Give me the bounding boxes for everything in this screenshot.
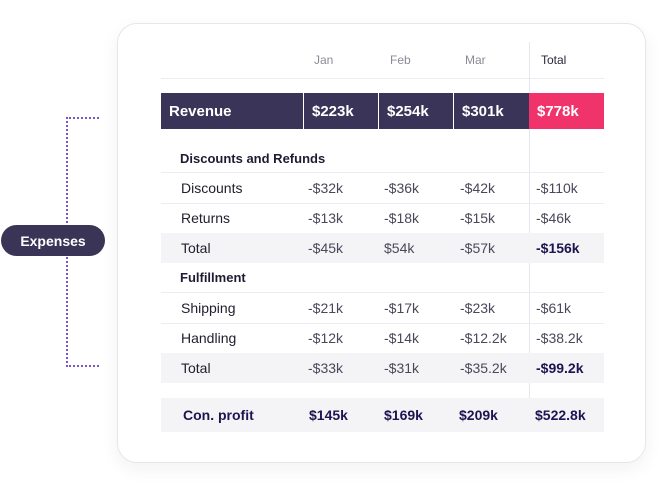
discounts-total: -$110k: [536, 180, 578, 196]
subtotal-row-background: [161, 353, 604, 383]
returns-mar: -$15k: [460, 210, 496, 226]
returns-feb: -$18k: [384, 210, 420, 226]
discounts-jan: -$32k: [308, 180, 344, 196]
revenue-label: Revenue: [161, 93, 303, 129]
profit-row-background: [161, 398, 604, 432]
col-header-feb: Feb: [390, 53, 411, 67]
revenue-mar: $301k: [454, 93, 529, 129]
col-header-total: Total: [541, 53, 567, 67]
col-header-mar: Mar: [465, 53, 486, 67]
revenue-row: Revenue $223k $254k $301k $778k: [161, 93, 604, 129]
section-title-discounts-refunds: Discounts and Refunds: [180, 150, 326, 166]
row-divider: [161, 292, 604, 293]
discounts-feb: -$36k: [384, 180, 420, 196]
total-fulfillment-mar: -$35.2k: [460, 360, 507, 376]
profit-feb: $169k: [384, 407, 423, 423]
row-label-con-profit: Con. profit: [183, 407, 254, 423]
revenue-jan: $223k: [304, 93, 378, 129]
total-fulfillment-jan: -$33k: [308, 360, 344, 376]
row-label-total-discounts: Total: [181, 240, 211, 256]
total-fulfillment-feb: -$31k: [384, 360, 420, 376]
expenses-label-pill: Expenses: [1, 225, 105, 256]
row-divider: [161, 323, 604, 324]
row-label-shipping: Shipping: [181, 300, 236, 316]
row-label-handling: Handling: [181, 330, 237, 346]
profit-jan: $145k: [309, 407, 348, 423]
col-header-jan: Jan: [314, 53, 334, 67]
handling-feb: -$14k: [384, 330, 420, 346]
revenue-total: $778k: [529, 93, 604, 129]
shipping-jan: -$21k: [308, 300, 344, 316]
shipping-total: -$61k: [536, 300, 572, 316]
handling-jan: -$12k: [308, 330, 344, 346]
subtotal-row-background: [161, 233, 604, 263]
shipping-mar: -$23k: [460, 300, 496, 316]
total-discounts-mar: -$57k: [460, 240, 496, 256]
total-discounts-feb: $54k: [384, 240, 415, 256]
handling-mar: -$12.2k: [460, 330, 507, 346]
total-fulfillment-total: -$99.2k: [536, 360, 584, 376]
profit-total: $522.8k: [535, 407, 586, 423]
shipping-feb: -$17k: [384, 300, 420, 316]
header-divider: [161, 78, 604, 79]
discounts-mar: -$42k: [460, 180, 496, 196]
row-divider: [161, 203, 604, 204]
total-discounts-jan: -$45k: [308, 240, 344, 256]
returns-jan: -$13k: [308, 210, 344, 226]
revenue-feb: $254k: [379, 93, 453, 129]
section-title-fulfillment: Fulfillment: [180, 269, 246, 285]
row-divider: [161, 172, 604, 173]
returns-total: -$46k: [536, 210, 572, 226]
row-label-total-fulfillment: Total: [181, 360, 211, 376]
profit-mar: $209k: [459, 407, 498, 423]
row-label-returns: Returns: [181, 210, 231, 226]
total-discounts-total: -$156k: [536, 240, 580, 256]
row-label-discounts: Discounts: [181, 180, 243, 196]
handling-total: -$38.2k: [536, 330, 583, 346]
